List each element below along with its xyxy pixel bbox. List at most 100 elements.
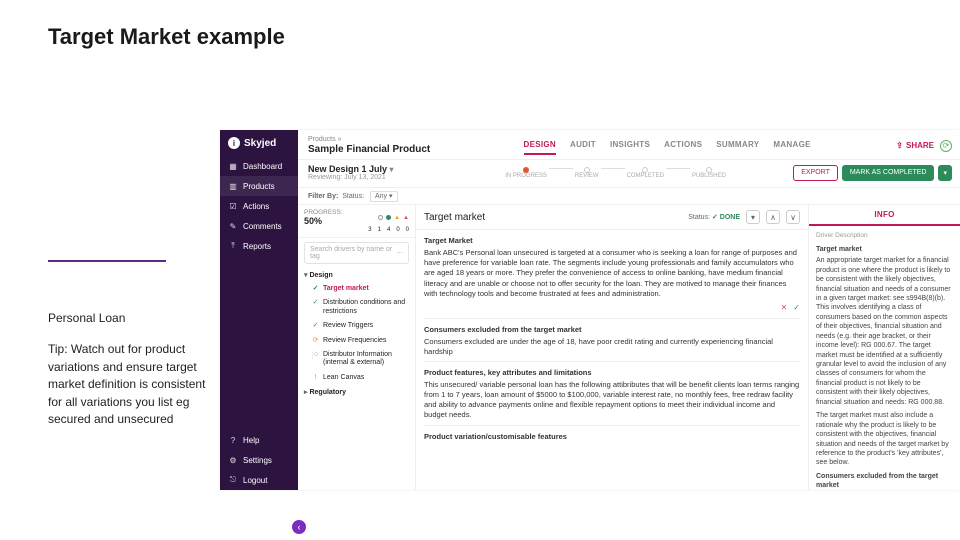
- driver-target-market[interactable]: ✓Target market: [298, 282, 415, 296]
- reviewing-date: Reviewing: July 13, 2021: [308, 174, 438, 181]
- comments-icon: ✎: [228, 221, 238, 231]
- design-title-block: New Design 1 July ▾ Reviewing: July 13, …: [308, 164, 438, 181]
- gear-icon: ⚙: [228, 455, 238, 465]
- tab-audit[interactable]: AUDIT: [570, 136, 596, 155]
- slide-rule: [48, 260, 166, 262]
- tip-text: Tip: Watch out for product variations an…: [48, 341, 208, 428]
- tab-manage[interactable]: MANAGE: [773, 136, 810, 155]
- slide-side-text: Personal Loan Tip: Watch out for product…: [48, 310, 208, 428]
- sidebar-item-settings[interactable]: ⚙Settings: [220, 450, 298, 470]
- prev-driver-button[interactable]: ∧: [766, 210, 780, 224]
- breadcrumb[interactable]: Products »: [308, 136, 438, 143]
- info-h2: Consumers excluded from the target marke…: [816, 472, 953, 490]
- progress-percent: 50%: [304, 216, 343, 226]
- help-icon: ?: [228, 435, 238, 445]
- slide-title: Target Market example: [48, 24, 285, 50]
- circle-icon: ○: [312, 351, 319, 359]
- sidebar-collapse-button[interactable]: ‹: [292, 520, 306, 534]
- products-icon: ▥: [228, 181, 238, 191]
- info-h1: Target market: [816, 245, 953, 254]
- features-text: This unsecured/ variable personal loan h…: [424, 380, 800, 421]
- export-button[interactable]: EXPORT: [793, 165, 838, 181]
- workflow-stepper: IN PROGRESS REVIEW COMPLETED PUBLISHED: [448, 167, 783, 179]
- brand-name: Skyjed: [244, 138, 276, 149]
- brand[interactable]: i Skyjed: [220, 130, 298, 156]
- sync-icon[interactable]: ⟳: [940, 140, 952, 152]
- driver-lean-canvas[interactable]: !Lean Canvas: [298, 371, 415, 385]
- breadcrumb-block: Products » Sample Financial Product: [308, 136, 438, 155]
- target-market-text: Bank ABC's Personal loan unsecured is ta…: [424, 248, 800, 299]
- center-header: Target market Status: ✓ DONE ▾ ∧ ∨: [416, 205, 808, 230]
- section-variation: Product variation/customisable features: [424, 432, 800, 442]
- dashboard-icon: ▦: [228, 161, 238, 171]
- design-name[interactable]: New Design 1 July: [308, 164, 387, 174]
- share-button[interactable]: ⇪SHARE: [896, 141, 934, 150]
- reject-icon[interactable]: ✕: [781, 303, 788, 314]
- main-area: Products » Sample Financial Product DESI…: [298, 130, 960, 490]
- sidebar: i Skyjed ▦Dashboard ▥Products ☑Actions ✎…: [220, 130, 298, 490]
- tab-summary[interactable]: SUMMARY: [716, 136, 759, 155]
- chevron-down-icon[interactable]: ▾: [390, 165, 394, 174]
- sub-actions: EXPORT MARK AS COMPLETED ▾: [793, 165, 952, 181]
- step-published: PUBLISHED: [692, 167, 726, 179]
- mark-completed-dropdown[interactable]: ▾: [938, 165, 952, 181]
- info-panel: INFO Driver Description Target market An…: [808, 205, 960, 490]
- brand-logo-icon: i: [228, 137, 240, 149]
- check-icon: ✓: [312, 285, 319, 293]
- center-body: Target Market Bank ABC's Personal loan u…: [416, 230, 808, 450]
- step-inprogress: IN PROGRESS: [505, 167, 547, 179]
- sidebar-item-dashboard[interactable]: ▦Dashboard: [220, 156, 298, 176]
- sidebar-item-comments[interactable]: ✎Comments: [220, 216, 298, 236]
- tab-design[interactable]: DESIGN: [524, 136, 556, 155]
- sidebar-item-products[interactable]: ▥Products: [220, 176, 298, 196]
- progress-block: PROGRESS: 50% ▲ ▲ 3 1 4: [298, 205, 415, 238]
- tab-actions[interactable]: ACTIONS: [664, 136, 702, 155]
- section-features: Product features, key attributes and lim…: [424, 368, 800, 378]
- driver-group-regulatory[interactable]: Regulatory: [298, 385, 415, 399]
- sidebar-item-actions[interactable]: ☑Actions: [220, 196, 298, 216]
- driver-review-frequencies[interactable]: ⟳Review Frequencies: [298, 334, 415, 348]
- sidebar-item-logout[interactable]: ⎋Logout: [220, 470, 298, 490]
- driver-review-triggers[interactable]: ✓Review Triggers: [298, 319, 415, 333]
- refresh-icon: ⟳: [312, 337, 319, 345]
- info-body: Driver Description Target market An appr…: [809, 226, 960, 490]
- row-actions: ✕ ✓: [424, 303, 800, 314]
- approve-icon[interactable]: ✓: [793, 303, 800, 314]
- driver-group-design[interactable]: Design: [298, 268, 415, 282]
- status-dropdown[interactable]: ▾: [746, 210, 760, 224]
- main-tabs: DESIGN AUDIT INSIGHTS ACTIONS SUMMARY MA…: [448, 136, 886, 155]
- mark-completed-button[interactable]: MARK AS COMPLETED: [842, 165, 935, 181]
- driver-search-input[interactable]: Search drivers by name or tag ⋯: [304, 242, 409, 264]
- app-window: i Skyjed ▦Dashboard ▥Products ☑Actions ✎…: [220, 130, 960, 490]
- driver-distribution-conditions[interactable]: ✓Distribution conditions and restriction…: [298, 296, 415, 319]
- sidebar-item-reports[interactable]: ⤒Reports: [220, 236, 298, 256]
- center-panel: Target market Status: ✓ DONE ▾ ∧ ∨ Targe…: [416, 205, 808, 490]
- sidebar-item-help[interactable]: ?Help: [220, 430, 298, 450]
- filter-status-select[interactable]: Any ▾: [370, 191, 398, 202]
- status-chip: Status: ✓ DONE: [688, 213, 740, 221]
- search-icon: ⋯: [396, 249, 403, 257]
- reports-icon: ⤒: [228, 241, 238, 251]
- filter-status-label: Status:: [342, 193, 364, 200]
- top-actions: ⇪SHARE ⟳: [896, 140, 952, 152]
- center-title: Target market: [424, 212, 682, 223]
- drivers-panel: PROGRESS: 50% ▲ ▲ 3 1 4: [298, 205, 416, 490]
- actions-icon: ☑: [228, 201, 238, 211]
- logout-icon: ⎋: [228, 475, 238, 485]
- subbar: New Design 1 July ▾ Reviewing: July 13, …: [298, 160, 960, 188]
- info-p1: An appropriate target market for a finan…: [816, 256, 953, 407]
- info-p2: The target market must also include a ra…: [816, 411, 953, 468]
- progress-legend: ▲ ▲: [378, 215, 409, 221]
- share-icon: ⇪: [896, 141, 903, 150]
- filter-label: Filter By:: [308, 193, 338, 200]
- warn-icon: !: [312, 374, 319, 382]
- progress-label: PROGRESS:: [304, 209, 343, 216]
- section-target-market: Target Market: [424, 236, 800, 246]
- info-tab[interactable]: INFO: [809, 205, 960, 226]
- product-name: Sample Financial Product: [308, 144, 438, 155]
- filter-bar: Filter By: Status: Any ▾: [298, 188, 960, 205]
- excluded-text: Consumers excluded are under the age of …: [424, 337, 800, 357]
- driver-distributor-info[interactable]: ○Distributor Information (internal & ext…: [298, 348, 415, 371]
- tab-insights[interactable]: INSIGHTS: [610, 136, 650, 155]
- next-driver-button[interactable]: ∨: [786, 210, 800, 224]
